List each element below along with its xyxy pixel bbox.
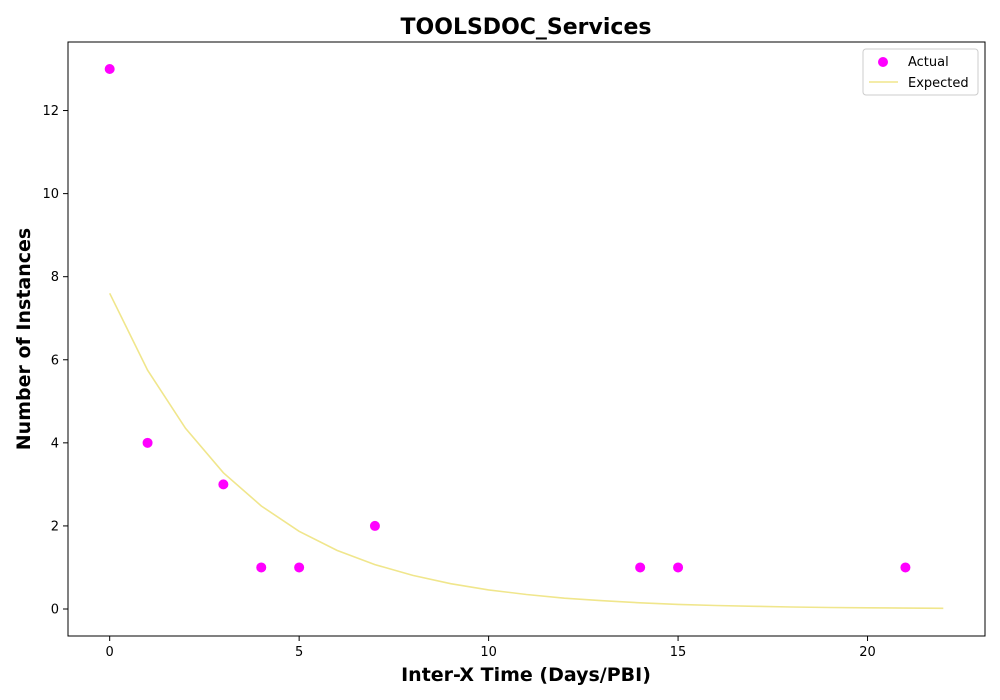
x-tick-label: 15 xyxy=(670,645,687,660)
y-tick-label: 4 xyxy=(51,436,59,451)
actual-point xyxy=(673,562,683,572)
x-axis-label: Inter-X Time (Days/PBI) xyxy=(401,664,651,686)
actual-point xyxy=(143,438,153,448)
plot-area xyxy=(105,64,944,608)
actual-point xyxy=(256,562,266,572)
actual-point xyxy=(294,562,304,572)
legend-expected-label: Expected xyxy=(908,76,969,91)
legend-actual-label: Actual xyxy=(908,55,949,70)
actual-point xyxy=(900,562,910,572)
x-tick-label: 20 xyxy=(859,645,876,660)
expected-series-line xyxy=(110,293,944,608)
x-axis: 0 5 10 15 20 xyxy=(106,636,876,660)
actual-point xyxy=(218,479,228,489)
actual-point xyxy=(105,64,115,74)
y-tick-label: 6 xyxy=(51,353,59,368)
x-tick-label: 0 xyxy=(106,645,114,660)
x-tick-label: 5 xyxy=(295,645,303,660)
legend: Actual Expected xyxy=(863,49,978,95)
y-axis-label: Number of Instances xyxy=(13,228,35,450)
plot-frame xyxy=(68,42,985,636)
y-axis: 0 2 4 6 8 10 12 xyxy=(42,104,68,617)
chart-title: TOOLSDOC_Services xyxy=(401,15,652,40)
x-tick-label: 10 xyxy=(480,645,497,660)
y-tick-label: 8 xyxy=(51,270,59,285)
y-tick-label: 0 xyxy=(51,603,59,618)
y-tick-label: 12 xyxy=(42,104,59,119)
actual-point xyxy=(370,521,380,531)
legend-actual-marker xyxy=(878,57,888,67)
y-tick-label: 2 xyxy=(51,519,59,534)
actual-point xyxy=(635,562,645,572)
y-tick-label: 10 xyxy=(42,187,59,202)
